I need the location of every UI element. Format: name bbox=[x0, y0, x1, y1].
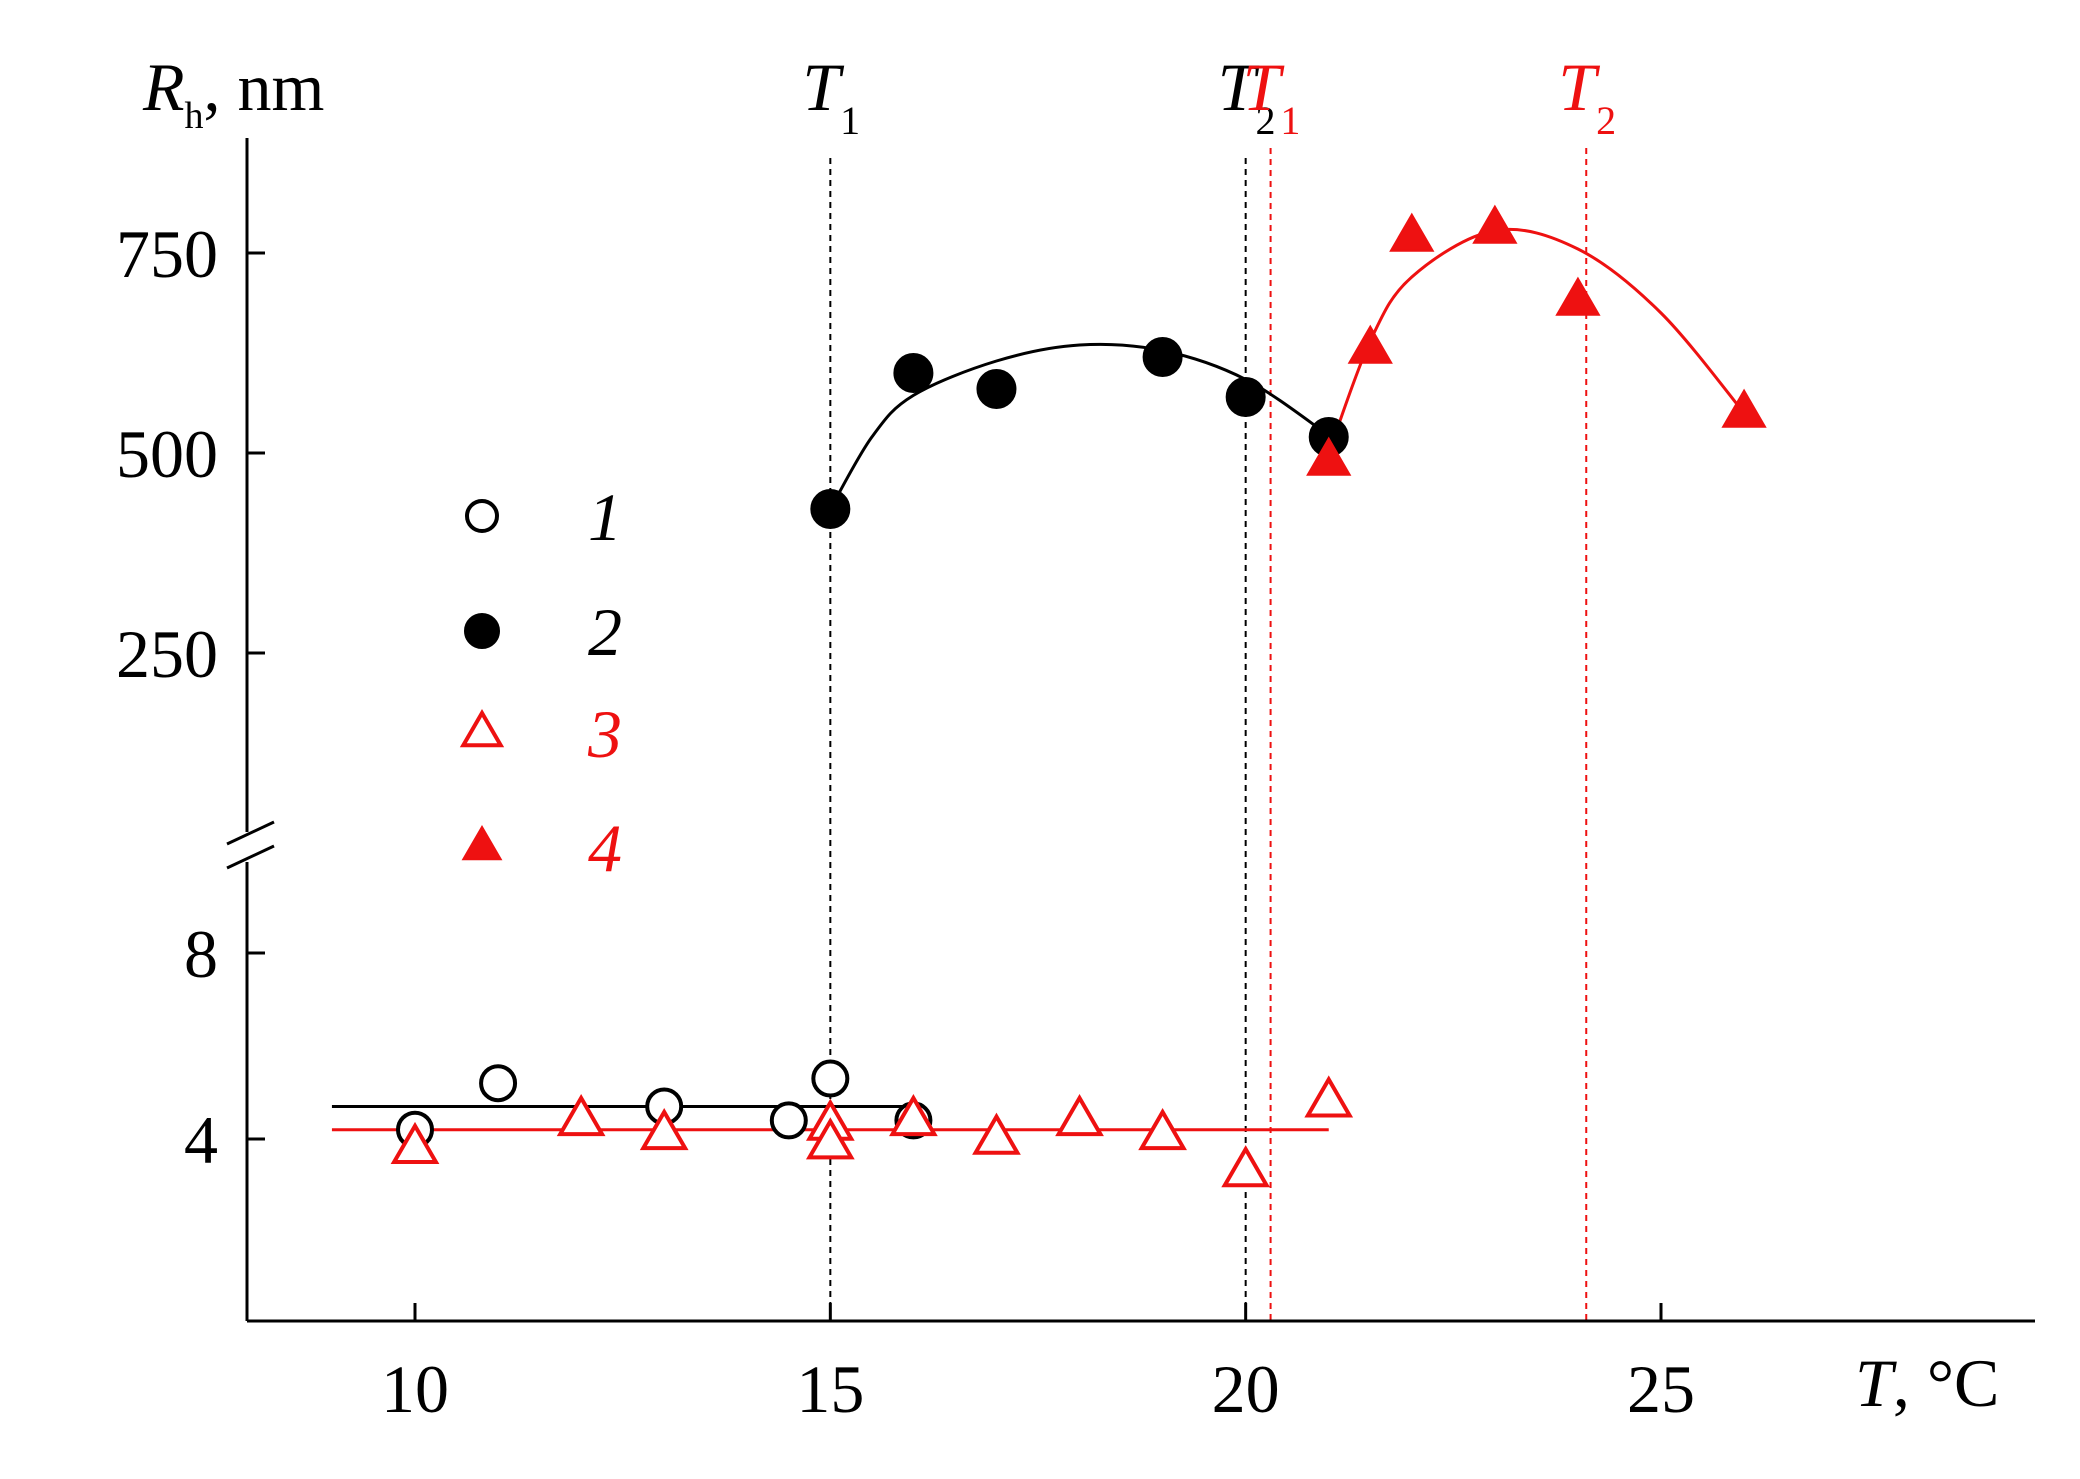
data-point-series-4 bbox=[1389, 212, 1435, 252]
axis-break-mark bbox=[226, 844, 275, 870]
x-axis-unit: , °C bbox=[1893, 1345, 2000, 1421]
data-point-series-4 bbox=[1306, 436, 1352, 476]
vline-label-2: T2 bbox=[1218, 49, 1276, 143]
legend-marker-2 bbox=[464, 613, 500, 649]
data-point-series-3 bbox=[1221, 1145, 1271, 1188]
y-tick-label: 4 bbox=[184, 1102, 218, 1178]
data-point-series-4 bbox=[1555, 276, 1601, 316]
fit-curve-4 bbox=[1327, 227, 1746, 454]
legend-label-4: 4 bbox=[588, 810, 622, 886]
legend-marker-1 bbox=[465, 499, 499, 533]
data-point-series-4 bbox=[1347, 324, 1393, 364]
x-tick-label: 15 bbox=[796, 1351, 864, 1427]
legend: 1 2 3 4 bbox=[459, 479, 622, 886]
data-point-series-2 bbox=[976, 369, 1017, 409]
data-point-series-3 bbox=[889, 1094, 938, 1137]
data-point-series-1 bbox=[811, 1059, 850, 1098]
data-point-series-3 bbox=[1304, 1075, 1354, 1118]
data-point-series-2 bbox=[1225, 377, 1266, 417]
y-tick-label: 750 bbox=[116, 216, 218, 292]
data-point-series-3 bbox=[972, 1112, 1021, 1155]
data-point-series-2 bbox=[1142, 337, 1183, 377]
y-axis-symbol: R bbox=[142, 49, 185, 125]
vline-label-3: T1 bbox=[1243, 49, 1301, 143]
axis-break-mark bbox=[226, 820, 275, 846]
y-axis-label: Rh, nm bbox=[142, 49, 324, 137]
vline-label-4: T2 bbox=[1558, 49, 1616, 143]
fit-lines bbox=[331, 227, 1746, 1132]
data-point-series-1 bbox=[769, 1101, 808, 1140]
data-points bbox=[390, 204, 1767, 1188]
x-axis-label: T, °C bbox=[1855, 1345, 1999, 1421]
x-tick-label: 25 bbox=[1627, 1351, 1695, 1427]
legend-label-1: 1 bbox=[588, 479, 622, 555]
data-point-series-3 bbox=[805, 1117, 855, 1160]
data-point-series-3 bbox=[390, 1121, 440, 1165]
data-point-series-2 bbox=[893, 353, 934, 393]
legend-label-3: 3 bbox=[587, 696, 622, 772]
y-tick-label: 250 bbox=[116, 616, 218, 692]
legend-marker-3 bbox=[459, 708, 505, 748]
data-point-series-4 bbox=[1472, 204, 1518, 244]
y-axis-subscript: h bbox=[185, 95, 204, 137]
data-point-series-4 bbox=[1721, 388, 1767, 428]
x-tick-label: 20 bbox=[1212, 1351, 1280, 1427]
legend-label-2: 2 bbox=[588, 594, 622, 670]
data-point-series-2 bbox=[810, 489, 851, 529]
axes: 10 15 20 25 250 500 750 4 8 bbox=[116, 138, 2035, 1427]
vline-label-1: T1 bbox=[802, 49, 860, 143]
x-axis-symbol: T bbox=[1855, 1345, 1897, 1421]
data-point-series-1 bbox=[479, 1064, 518, 1103]
x-tick-label: 10 bbox=[381, 1351, 449, 1427]
y-tick-label: 8 bbox=[184, 916, 218, 992]
data-point-series-3 bbox=[1138, 1107, 1187, 1151]
data-point-series-3 bbox=[1055, 1094, 1104, 1137]
y-axis-unit: , nm bbox=[204, 49, 325, 125]
data-point-series-3 bbox=[556, 1094, 606, 1137]
legend-marker-4 bbox=[461, 824, 503, 861]
data-point-series-3 bbox=[639, 1107, 689, 1151]
y-tick-label: 500 bbox=[116, 416, 218, 492]
